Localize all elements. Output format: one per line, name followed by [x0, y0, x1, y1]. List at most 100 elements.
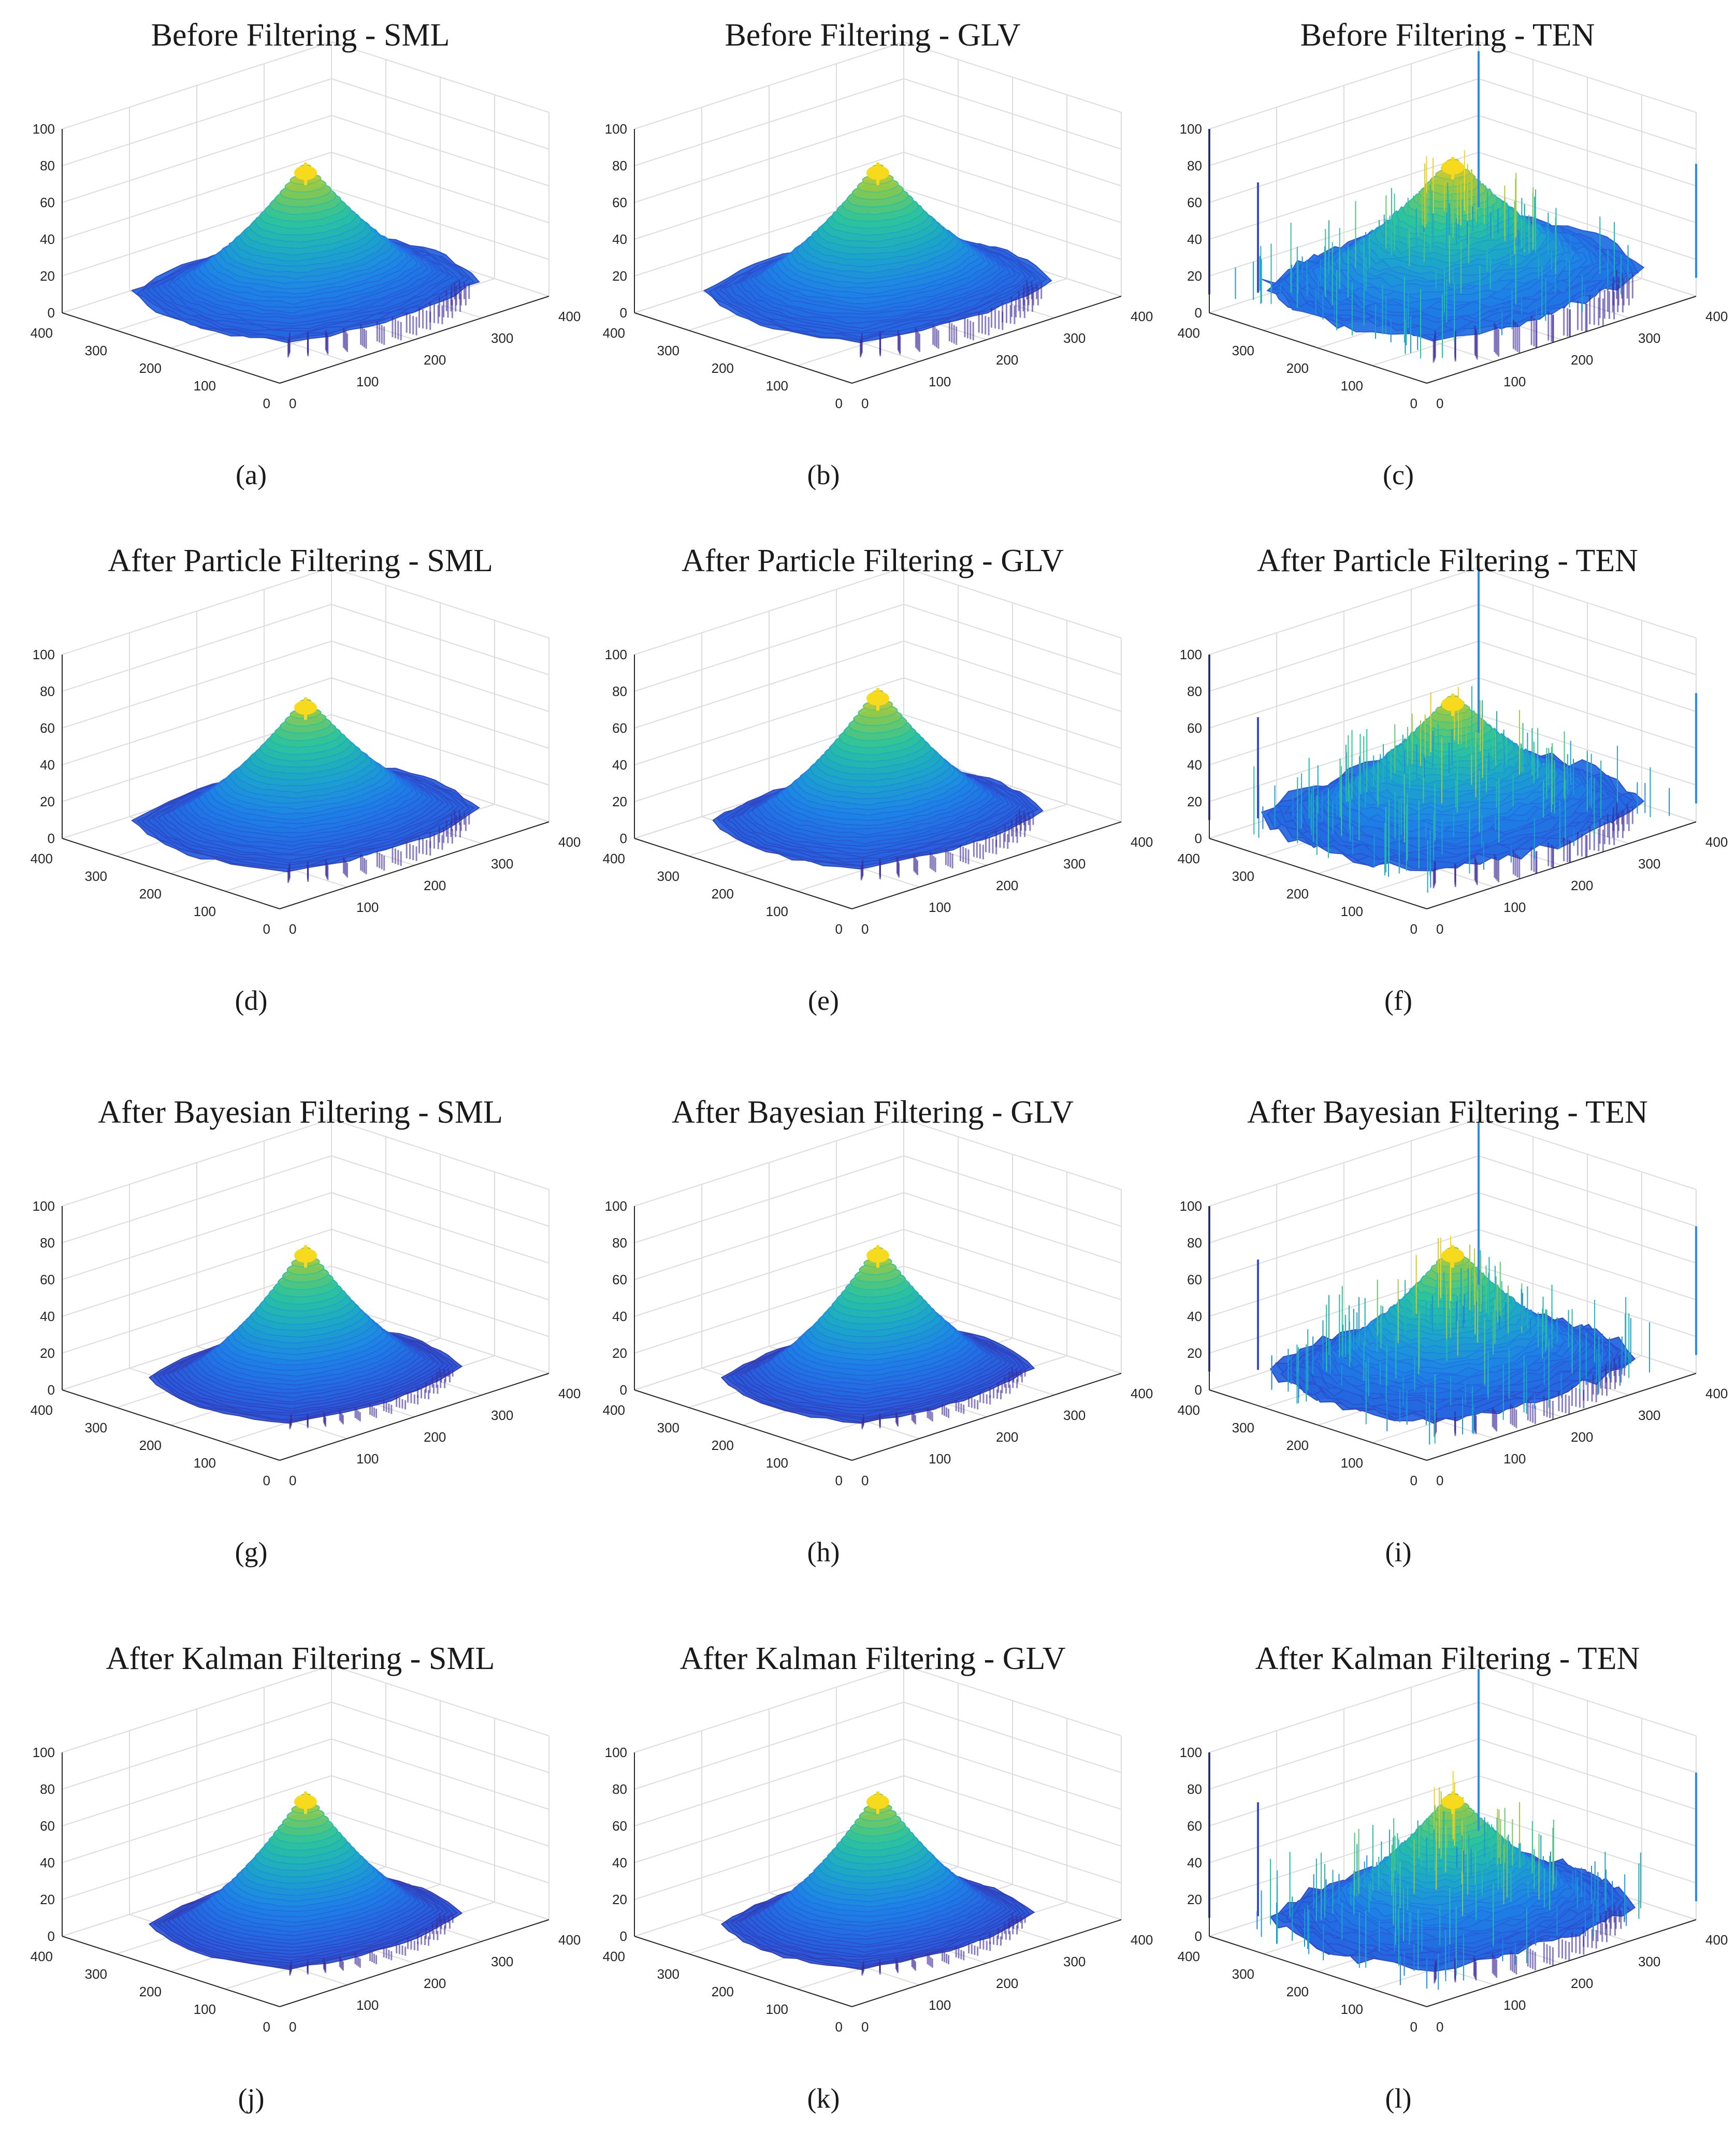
y-axis-line — [62, 312, 280, 384]
y-tick-label: 400 — [1178, 1949, 1200, 1964]
wall-grid-line — [1478, 1775, 1697, 1847]
z-tick-label: 20 — [40, 1345, 55, 1361]
x-axis-line — [1426, 1373, 1697, 1461]
z-tick-label: 100 — [33, 121, 55, 137]
wall-grid-line — [1478, 641, 1697, 712]
y-tick-label: 200 — [1286, 1984, 1309, 1999]
y-tick-label: 100 — [766, 1455, 788, 1471]
wall-grid-line — [903, 1702, 1122, 1773]
wall-grid-line — [331, 567, 549, 639]
x-axis-line — [851, 1373, 1122, 1461]
wall-grid-line — [1478, 1155, 1697, 1227]
z-tick-label: 40 — [1187, 757, 1202, 773]
wall-grid-line — [62, 1665, 332, 1753]
y-tick-label: 300 — [85, 1966, 107, 1982]
surface-chart-k: 0 20 40 60 80 100 0 100 200 300 400 0 100 200 300 400 Af… — [603, 1641, 1153, 2114]
grid-planes — [634, 567, 1122, 909]
surface — [1208, 571, 1697, 893]
x-tick-label: 0 — [861, 921, 869, 937]
z-tick-label: 40 — [612, 1855, 627, 1870]
x-axis-line — [1426, 821, 1697, 909]
y-tick-label: 0 — [1410, 2019, 1417, 2035]
x-tick-label: 200 — [996, 1976, 1018, 1991]
chart-title: After Particle Filtering - GLV — [682, 543, 1064, 578]
x-tick-label: 200 — [1571, 878, 1593, 893]
panel-caption: (j) — [238, 2083, 265, 2114]
wall-grid-line — [1209, 1229, 1479, 1317]
x-tick-label: 300 — [1063, 330, 1086, 346]
axes: 0 20 40 60 80 100 0 100 200 300 400 0 100 200 300 400 — [31, 1745, 581, 2035]
x-tick-label: 200 — [424, 352, 446, 368]
y-tick-label: 100 — [1341, 2001, 1363, 2017]
x-tick-label: 0 — [289, 2019, 296, 2035]
z-tick-label: 40 — [40, 757, 55, 773]
wall-grid-line — [1478, 567, 1697, 639]
surface — [131, 162, 480, 358]
y-tick-label: 400 — [603, 1949, 625, 1964]
y-tick-label: 300 — [85, 1420, 107, 1435]
z-tick-label: 40 — [1187, 1309, 1202, 1324]
z-tick-label: 20 — [1187, 268, 1202, 284]
wall-grid-line — [331, 188, 549, 260]
x-tick-label: 100 — [356, 900, 379, 915]
z-tick-label: 20 — [40, 794, 55, 809]
y-tick-label: 200 — [139, 1438, 162, 1453]
wall-grid-line — [1478, 1812, 1697, 1883]
wall-grid-line — [1209, 1119, 1479, 1207]
y-tick-label: 300 — [1232, 868, 1254, 884]
wall-grid-line — [331, 714, 549, 786]
x-tick-label: 300 — [1638, 1408, 1660, 1423]
wall-grid-line — [903, 677, 1122, 749]
x-tick-label: 100 — [356, 374, 379, 389]
wall-grid-line — [903, 1849, 1122, 1920]
y-tick-label: 200 — [1286, 1438, 1309, 1453]
z-tick-label: 100 — [1180, 647, 1202, 662]
z-tick-label: 80 — [612, 1781, 627, 1797]
wall-grid-line — [1209, 1155, 1479, 1243]
x-axis-line — [279, 1919, 549, 2007]
wall-grid-line — [62, 115, 332, 203]
z-tick-label: 0 — [620, 305, 627, 321]
y-axis-line — [1209, 1936, 1427, 2007]
surface — [720, 1791, 1035, 1976]
wall-grid-line — [634, 1229, 904, 1317]
z-tick-label: 20 — [612, 268, 627, 284]
wall-grid-line — [331, 1266, 549, 1337]
y-tick-label: 400 — [1178, 1402, 1200, 1418]
y-tick-label: 100 — [766, 2001, 788, 2017]
wall-grid-line — [331, 1302, 549, 1374]
wall-grid-line — [331, 677, 549, 749]
wall-grid-line — [1209, 677, 1479, 765]
y-axis-line — [634, 838, 852, 909]
wall-grid-line — [903, 1302, 1122, 1374]
wall-grid-line — [634, 78, 904, 166]
x-tick-label: 0 — [1436, 2019, 1443, 2035]
y-tick-label: 300 — [657, 343, 679, 358]
y-tick-label: 400 — [31, 1949, 53, 1964]
x-tick-label: 300 — [1638, 1954, 1660, 1969]
z-tick-label: 40 — [40, 1855, 55, 1870]
wall-grid-line — [903, 1192, 1122, 1264]
panel-caption: (g) — [235, 1536, 268, 1568]
wall-grid-line — [903, 1812, 1122, 1883]
y-tick-label: 300 — [657, 1420, 679, 1435]
x-tick-label: 200 — [424, 1976, 446, 1991]
wall-grid-line — [1478, 1229, 1697, 1300]
y-tick-label: 400 — [31, 325, 53, 341]
wall-grid-line — [903, 641, 1122, 712]
x-tick-label: 100 — [929, 900, 951, 915]
z-tick-label: 60 — [612, 720, 627, 736]
y-tick-label: 200 — [712, 1984, 734, 1999]
wall-grid-line — [1478, 677, 1697, 749]
y-tick-label: 200 — [712, 360, 734, 376]
wall-grid-line — [634, 567, 904, 655]
y-tick-label: 0 — [835, 921, 843, 937]
wall-grid-line — [1478, 78, 1697, 150]
surface-chart-j: 0 20 40 60 80 100 0 100 200 300 400 0 100 200 300 400 Af… — [31, 1641, 581, 2114]
x-tick-label: 200 — [996, 878, 1018, 893]
wall-grid-line — [62, 677, 332, 765]
wall-grid-line — [1478, 1738, 1697, 1810]
wall-grid-line — [62, 604, 332, 692]
wall-grid-line — [903, 1119, 1122, 1190]
wall-grid-line — [903, 41, 1122, 113]
